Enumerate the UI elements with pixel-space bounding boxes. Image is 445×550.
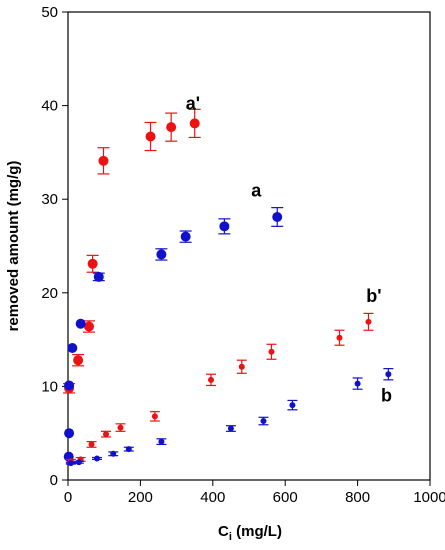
data-point: [98, 155, 109, 166]
x-tick-label: 0: [64, 489, 72, 506]
data-point: [73, 355, 84, 366]
y-tick-label: 50: [41, 4, 58, 21]
data-point: [385, 371, 392, 378]
x-axis-title-main: C: [218, 523, 229, 540]
data-point: [88, 441, 95, 448]
data-point: [93, 455, 100, 462]
data-point: [151, 413, 158, 420]
series-label: b': [366, 286, 381, 306]
y-tick-label: 0: [50, 472, 58, 489]
data-point: [180, 231, 191, 242]
y-tick-label: 40: [41, 98, 58, 115]
data-point: [189, 118, 200, 129]
data-point: [227, 425, 234, 432]
data-point: [354, 380, 361, 387]
data-point: [125, 446, 132, 453]
data-point: [336, 334, 343, 341]
series-b: [65, 368, 394, 467]
axis-ticks: 0 200 400 600 800 1000 0 10 20 30 40 50: [41, 4, 445, 506]
data-point: [268, 348, 275, 355]
x-tick-label: 1000: [413, 489, 445, 506]
data-point: [289, 402, 296, 409]
data-point: [83, 321, 94, 332]
data-point: [87, 258, 98, 269]
data-point: [64, 428, 75, 439]
data-point: [260, 418, 267, 425]
plot-frame: [67, 11, 431, 481]
series-b-prime: [65, 312, 374, 465]
data-point: [158, 438, 165, 445]
series-label: a': [186, 93, 200, 113]
data-point: [64, 380, 75, 391]
data-point: [219, 221, 230, 232]
data-point: [145, 131, 156, 142]
data-point: [166, 122, 177, 133]
data-point: [103, 431, 110, 438]
series-labels: a' a b' b: [186, 93, 392, 405]
data-point: [156, 249, 167, 260]
data-point: [93, 271, 104, 282]
series-a-prime: [63, 108, 201, 394]
data-point: [67, 460, 74, 467]
x-axis-title-subscript: i: [229, 531, 232, 543]
axes: [67, 11, 431, 481]
data-point: [207, 376, 214, 383]
series-a: [63, 207, 284, 462]
data-points: [63, 108, 394, 467]
x-tick-label: 200: [128, 489, 153, 506]
data-point: [365, 318, 372, 325]
data-point: [272, 211, 283, 222]
series-label: b: [381, 385, 392, 405]
x-axis-title-unit: (mg/L): [232, 523, 282, 540]
data-point: [75, 318, 86, 329]
data-point: [67, 343, 78, 354]
x-tick-label: 800: [345, 489, 370, 506]
data-point: [110, 450, 117, 457]
x-tick-label: 600: [273, 489, 298, 506]
data-point: [238, 363, 245, 370]
y-tick-label: 20: [41, 285, 58, 302]
data-point: [75, 459, 82, 466]
series-label: a: [251, 180, 262, 200]
y-tick-label: 10: [41, 378, 58, 395]
x-tick-label: 400: [200, 489, 225, 506]
y-axis-title: removed amount (mg/g): [5, 161, 22, 332]
y-tick-label: 30: [41, 191, 58, 208]
x-axis-title: Ci (mg/L): [218, 523, 282, 543]
data-point: [117, 424, 124, 431]
